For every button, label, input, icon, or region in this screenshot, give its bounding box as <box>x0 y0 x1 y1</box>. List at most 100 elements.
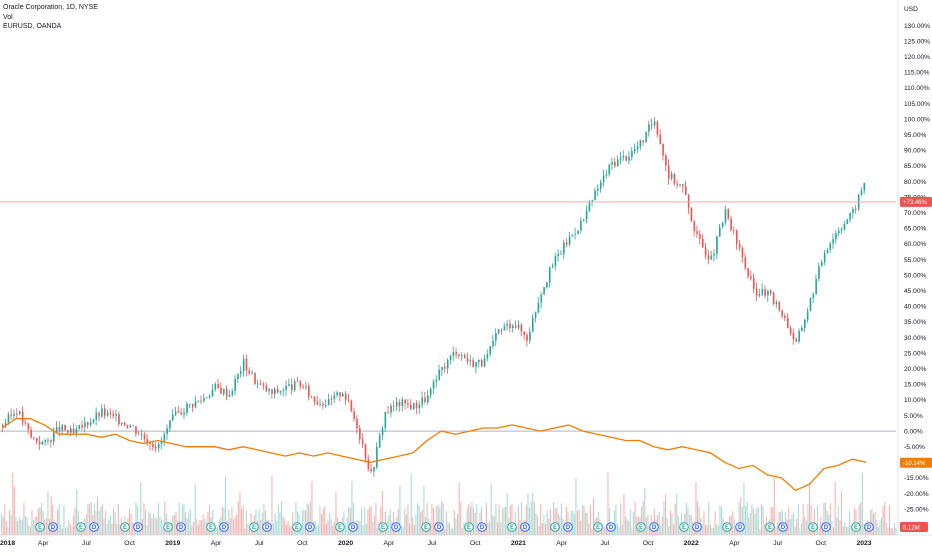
volume-bar <box>711 527 713 535</box>
earnings-marker[interactable] <box>593 522 603 532</box>
candle-body <box>463 355 466 359</box>
candle-body <box>427 395 429 403</box>
dividend-marker[interactable] <box>735 522 745 532</box>
earnings-marker[interactable] <box>378 522 388 532</box>
earnings-marker[interactable] <box>35 522 45 532</box>
volume-bar <box>487 523 489 535</box>
volume-bar <box>735 528 737 535</box>
volume-bar <box>47 491 49 535</box>
volume-bar <box>453 510 455 535</box>
earnings-marker-label: E <box>682 525 686 531</box>
legend-compare-symbol[interactable]: EURUSD, OANDA <box>3 23 62 30</box>
earnings-marker[interactable] <box>292 522 302 532</box>
earnings-marker[interactable] <box>464 522 474 532</box>
candle-body <box>684 186 687 195</box>
dividend-marker[interactable] <box>305 522 315 532</box>
candle-body <box>87 422 89 425</box>
volume-bar <box>631 528 633 535</box>
dividend-marker[interactable] <box>520 522 530 532</box>
volume-bar <box>665 494 667 535</box>
earnings-marker[interactable] <box>120 522 130 532</box>
candle-body <box>789 328 792 334</box>
candle-body <box>353 411 356 419</box>
volume-bar <box>852 527 854 535</box>
volume-bar <box>82 528 84 535</box>
candle-body <box>359 428 361 440</box>
volume-bar <box>122 528 124 535</box>
volume-bar <box>668 526 670 535</box>
volume-bar <box>882 505 884 535</box>
dividend-marker[interactable] <box>864 522 874 532</box>
dividend-marker[interactable] <box>219 522 229 532</box>
earnings-marker[interactable] <box>335 522 345 532</box>
dividend-marker-label: D <box>867 525 872 531</box>
volume-bar <box>17 521 19 535</box>
volume-bar <box>361 507 363 535</box>
candle-body <box>361 439 364 445</box>
legend-volume[interactable]: Vol <box>3 13 13 21</box>
time-axis-tick: 2021 <box>511 540 526 547</box>
earnings-marker[interactable] <box>163 522 173 532</box>
volume-bar <box>858 504 860 535</box>
candle-body <box>259 383 262 385</box>
earnings-marker[interactable] <box>636 522 646 532</box>
volume-bar <box>895 527 897 535</box>
candle-body <box>390 405 392 413</box>
volume-bar <box>468 504 470 535</box>
volume-bar <box>154 518 156 535</box>
dividend-marker[interactable] <box>262 522 272 532</box>
candle-body <box>231 390 234 395</box>
dividend-marker[interactable] <box>821 522 831 532</box>
candle-body <box>818 266 820 279</box>
volume-bar <box>890 528 892 535</box>
earnings-marker[interactable] <box>550 522 560 532</box>
earnings-marker[interactable] <box>679 522 689 532</box>
volume-bar <box>18 516 20 535</box>
candle-body <box>208 396 211 398</box>
volume-bar <box>885 522 887 535</box>
dividend-marker[interactable] <box>477 522 487 532</box>
earnings-marker[interactable] <box>507 522 517 532</box>
candle-body <box>67 430 69 433</box>
earnings-marker[interactable] <box>765 522 775 532</box>
volume-bar <box>335 492 337 535</box>
dividend-marker[interactable] <box>649 522 659 532</box>
candle-body <box>693 221 696 232</box>
candle-body <box>305 386 307 388</box>
time-axis-tick: Apr <box>729 540 740 547</box>
dividend-marker[interactable] <box>391 522 401 532</box>
candle-body <box>4 422 7 427</box>
earnings-marker[interactable] <box>808 522 818 532</box>
volume-bar <box>402 527 404 535</box>
dividend-marker[interactable] <box>89 522 99 532</box>
earnings-marker[interactable] <box>851 522 861 532</box>
candle-body <box>690 207 693 222</box>
earnings-marker[interactable] <box>421 522 431 532</box>
earnings-marker[interactable] <box>722 522 732 532</box>
dividend-marker[interactable] <box>606 522 616 532</box>
earnings-marker[interactable] <box>249 522 259 532</box>
volume-bar <box>65 527 67 535</box>
dividend-marker[interactable] <box>434 522 444 532</box>
candle-body <box>30 429 32 438</box>
earnings-marker[interactable] <box>206 522 216 532</box>
candle-body <box>356 418 358 429</box>
price-axis-tick: 20.00% <box>904 366 927 373</box>
dividend-marker[interactable] <box>563 522 573 532</box>
dividend-marker[interactable] <box>692 522 702 532</box>
earnings-marker[interactable] <box>76 522 86 532</box>
dividend-marker[interactable] <box>133 522 143 532</box>
volume-bar <box>113 508 115 535</box>
candle-body <box>302 386 305 388</box>
legend-main-symbol[interactable]: Oracle Corporation, 1D, NYSE <box>3 4 98 11</box>
dividend-marker[interactable] <box>778 522 788 532</box>
dividend-marker[interactable] <box>348 522 358 532</box>
candle-body <box>846 219 849 224</box>
dividend-marker[interactable] <box>176 522 186 532</box>
volume-bar <box>868 528 870 535</box>
candle-body <box>7 414 10 423</box>
earnings-marker-label: E <box>166 525 170 531</box>
dividend-marker[interactable] <box>48 522 58 532</box>
